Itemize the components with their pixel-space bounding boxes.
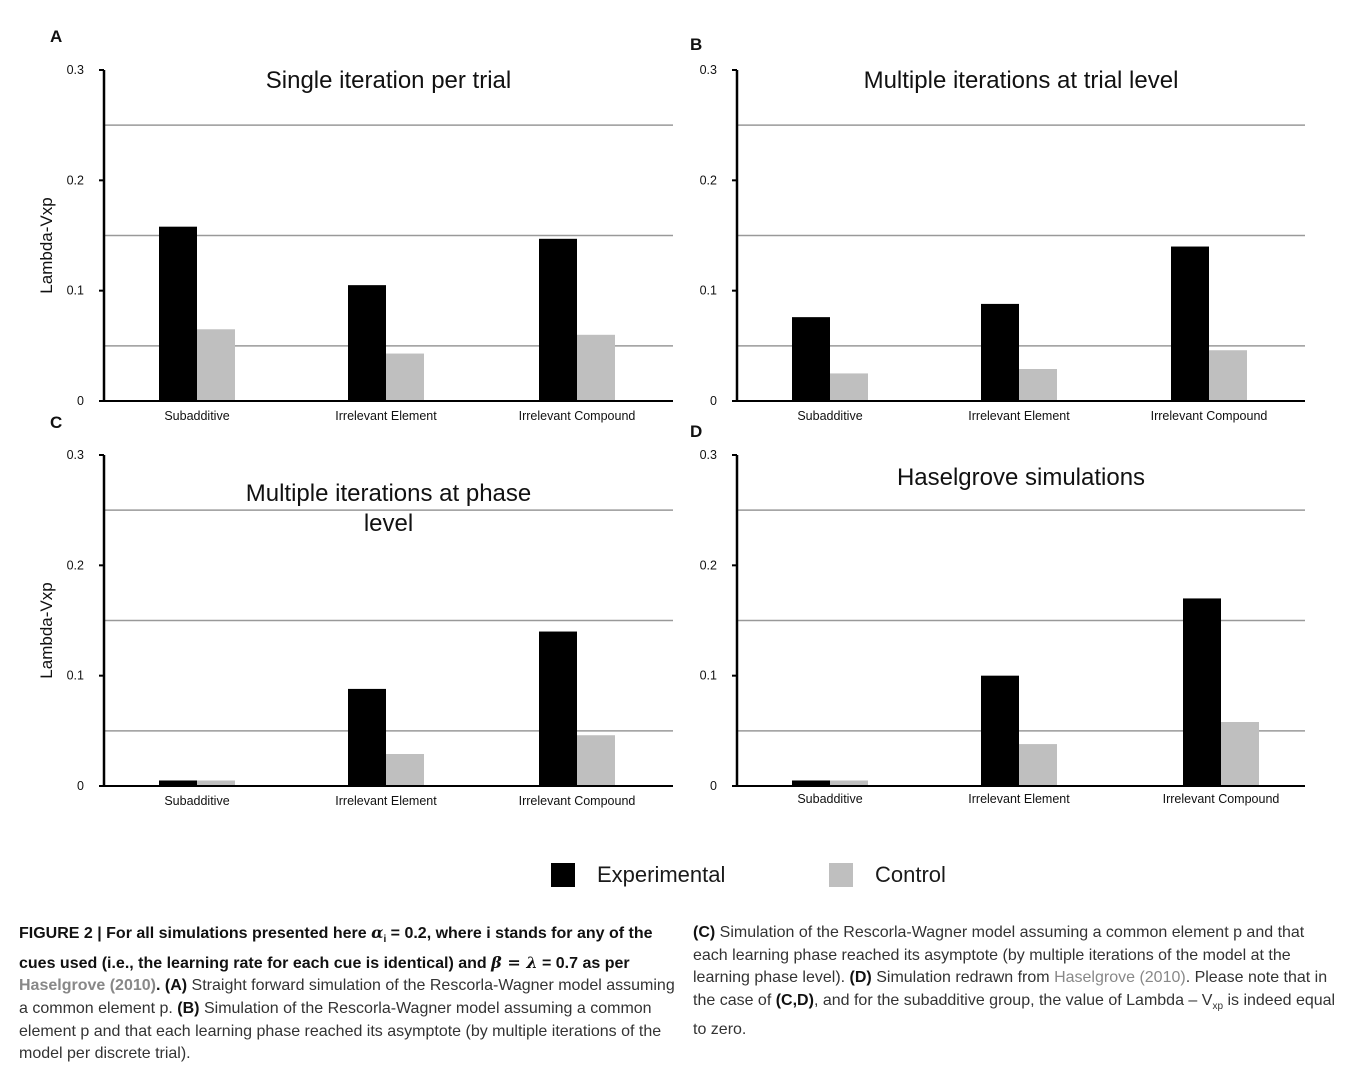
y-tick-label-d-3: 0.3 xyxy=(700,448,717,462)
y-tick-label-a-1: 0.1 xyxy=(67,284,84,298)
y-tick-label-c-0: 0 xyxy=(77,779,84,793)
figure-caption: FIGURE 2 | For all simulations presented… xyxy=(19,922,679,1066)
chart-title-a: Single iteration per trial xyxy=(266,67,511,94)
caption-bold-1: = 0.2, where i stands for any of the cue… xyxy=(19,925,653,972)
bar-d-control-2 xyxy=(1221,722,1259,786)
y-tick-label-a-2: 0.2 xyxy=(67,173,84,187)
bar-a-experimental-0 xyxy=(159,226,197,401)
caption-beta-lambda: β = λ xyxy=(491,952,538,972)
x-tick-label-b-1: Irrelevant Element xyxy=(968,409,1070,423)
chart-title-d: Haselgrove simulations xyxy=(897,464,1145,491)
y-tick-label-a-0: 0 xyxy=(77,394,84,408)
bar-a-control-0 xyxy=(197,329,235,401)
bar-b-experimental-1 xyxy=(981,303,1019,401)
panel-letter-a: A xyxy=(50,27,62,46)
x-tick-label-d-0: Subadditive xyxy=(797,792,862,806)
bar-c-experimental-0 xyxy=(159,780,197,786)
y-tick-label-b-1: 0.1 xyxy=(700,284,717,298)
legend-swatch-experimental xyxy=(551,863,575,887)
bar-c-experimental-1 xyxy=(348,688,386,786)
caption-text-c: Simulation of the Rescorla-Wagner model … xyxy=(693,924,1305,987)
caption-label-b: (B) xyxy=(177,999,200,1017)
y-axis-label-c: Lambda-Vxp xyxy=(37,582,56,678)
legend-swatch-control xyxy=(829,863,853,887)
bar-a-control-2 xyxy=(577,334,615,401)
chart-title-c-line-1: level xyxy=(364,510,413,537)
chart-title-c-line-0: Multiple iterations at phase xyxy=(246,480,532,507)
caption-label-d: (D) xyxy=(849,969,872,987)
bar-b-experimental-0 xyxy=(792,317,830,401)
y-tick-label-d-1: 0.1 xyxy=(700,669,717,683)
legend-item-experimental: Experimental xyxy=(551,862,725,888)
x-tick-label-a-2: Irrelevant Compound xyxy=(519,409,636,423)
caption-text-b: Simulation of the Rescorla-Wagner model … xyxy=(19,999,662,1063)
bar-b-experimental-2 xyxy=(1171,246,1209,401)
panel-letter-c: C xyxy=(50,413,62,432)
caption-text-d1: Simulation redrawn from xyxy=(871,969,1055,987)
bar-c-control-1 xyxy=(386,754,424,786)
bar-d-experimental-0 xyxy=(792,780,830,786)
caption-bold-2: = 0.7 as per xyxy=(537,954,630,972)
y-axis-label-a: Lambda-Vxp xyxy=(37,197,56,293)
caption-label-cd: (C,D) xyxy=(775,991,814,1009)
caption-text-d4: is indeed equal to zero. xyxy=(693,991,1336,1038)
bar-d-experimental-1 xyxy=(981,675,1019,786)
caption-label-c: (C) xyxy=(693,924,716,941)
bar-d-control-1 xyxy=(1019,744,1057,786)
caption-ref-haselgrove-d[interactable]: Haselgrove (2010) xyxy=(1054,969,1186,987)
caption-ref-haselgrove[interactable]: Haselgrove (2010) xyxy=(19,977,156,995)
y-tick-label-a-3: 0.3 xyxy=(67,63,84,77)
y-tick-label-b-3: 0.3 xyxy=(700,63,717,77)
legend: Experimental Control xyxy=(0,862,1356,892)
y-tick-label-c-2: 0.2 xyxy=(67,558,84,572)
caption-text-d2: . Please note that in the case of xyxy=(693,969,1328,1009)
x-tick-label-b-0: Subadditive xyxy=(797,409,862,423)
y-tick-label-d-0: 0 xyxy=(710,779,717,793)
x-tick-label-d-2: Irrelevant Compound xyxy=(1163,792,1280,806)
bar-c-experimental-2 xyxy=(539,631,577,786)
bar-b-control-1 xyxy=(1019,369,1057,401)
caption-alpha: α xyxy=(371,923,384,942)
y-tick-label-b-0: 0 xyxy=(710,394,717,408)
caption-bold-3: . xyxy=(155,977,161,995)
chart-title-b: Multiple iterations at trial level xyxy=(864,67,1179,94)
x-tick-label-c-2: Irrelevant Compound xyxy=(519,794,636,808)
bar-a-control-1 xyxy=(386,353,424,401)
x-tick-label-c-1: Irrelevant Element xyxy=(335,794,437,808)
x-tick-label-b-2: Irrelevant Compound xyxy=(1151,409,1268,423)
y-tick-label-d-2: 0.2 xyxy=(700,558,717,572)
legend-item-control: Control xyxy=(829,862,946,888)
legend-label-control: Control xyxy=(875,862,946,887)
caption-label-a: (A) xyxy=(164,977,188,995)
y-tick-label-b-2: 0.2 xyxy=(700,173,717,187)
panel-letter-d: D xyxy=(690,422,702,441)
caption-text-d3: , and for the subadditive group, the val… xyxy=(813,991,1213,1009)
bar-b-control-2 xyxy=(1209,350,1247,401)
x-tick-label-a-0: Subadditive xyxy=(164,409,229,423)
bar-c-control-0 xyxy=(197,780,235,786)
x-tick-label-a-1: Irrelevant Element xyxy=(335,409,437,423)
caption-sub-xp: xp xyxy=(1212,1000,1223,1012)
bar-d-experimental-2 xyxy=(1183,598,1221,786)
bar-d-control-0 xyxy=(830,780,868,786)
bar-c-control-2 xyxy=(577,735,615,786)
x-tick-label-d-1: Irrelevant Element xyxy=(968,792,1070,806)
bar-a-experimental-1 xyxy=(348,285,386,401)
y-tick-label-c-1: 0.1 xyxy=(67,669,84,683)
panel-letter-b: B xyxy=(690,35,702,54)
bar-a-experimental-2 xyxy=(539,238,577,401)
caption-text-a: Straight forward simulation of the Resco… xyxy=(19,977,675,1017)
caption-alpha-sub: i xyxy=(383,934,387,946)
figure-caption-continued: (C) Simulation of the Rescorla-Wagner mo… xyxy=(693,922,1341,1041)
y-tick-label-c-3: 0.3 xyxy=(67,448,84,462)
bar-b-control-0 xyxy=(830,373,868,401)
x-tick-label-c-0: Subadditive xyxy=(164,794,229,808)
caption-figure-label: FIGURE 2 | For all simulations presented… xyxy=(19,925,372,942)
legend-label-experimental: Experimental xyxy=(597,862,726,887)
